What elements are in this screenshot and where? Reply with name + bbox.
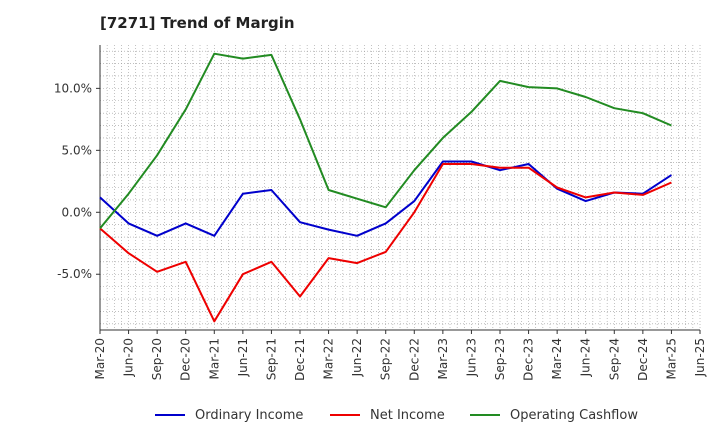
x-tick-label: Mar-22 [322, 338, 336, 379]
series-line [99, 163, 672, 323]
x-tick-label: Jun-21 [236, 338, 250, 377]
series-line [99, 160, 672, 237]
x-tick-label: Mar-25 [664, 338, 678, 379]
x-tick-label: Sep-21 [264, 338, 278, 380]
x-tick-label: Jun-22 [350, 338, 364, 377]
chart-title: [7271] Trend of Margin [100, 14, 295, 32]
x-tick-label: Mar-21 [207, 338, 221, 379]
x-tick-label: Dec-21 [293, 338, 307, 381]
legend-item: Net Income [330, 408, 445, 423]
x-tick-label: Sep-23 [493, 338, 507, 380]
legend-label: Ordinary Income [195, 408, 303, 423]
legend-label: Operating Cashflow [510, 408, 638, 423]
x-tick-label: Jun-24 [579, 338, 593, 377]
y-tick-label: 0.0% [62, 205, 93, 219]
series-2 [99, 52, 672, 230]
x-tick-label: Sep-22 [379, 338, 393, 380]
x-tick-label: Dec-20 [179, 338, 193, 381]
legend-item: Operating Cashflow [470, 408, 638, 423]
series-1 [99, 163, 672, 323]
x-tick-label: Mar-20 [93, 338, 107, 379]
x-tick-label: Dec-24 [636, 338, 650, 381]
y-tick-label: 5.0% [62, 143, 93, 157]
x-tick-label: Dec-22 [407, 338, 421, 381]
legend-label: Net Income [370, 408, 445, 423]
x-tick-label: Jun-20 [122, 338, 136, 377]
x-tick-label: Jun-23 [464, 338, 478, 377]
series-0 [99, 160, 672, 237]
y-tick-label: -5.0% [57, 267, 92, 281]
x-tick-label: Sep-20 [150, 338, 164, 380]
y-tick-label: 10.0% [54, 81, 92, 95]
x-tick-label: Sep-24 [607, 338, 621, 380]
grid-lines [99, 45, 701, 330]
x-tick-label: Mar-24 [550, 338, 564, 379]
x-tick-label: Jun-25 [693, 338, 707, 377]
legend-item: Ordinary Income [155, 408, 303, 423]
series-line [99, 52, 672, 230]
x-tick-label: Mar-23 [436, 338, 450, 379]
x-tick-label: Dec-23 [522, 338, 536, 381]
